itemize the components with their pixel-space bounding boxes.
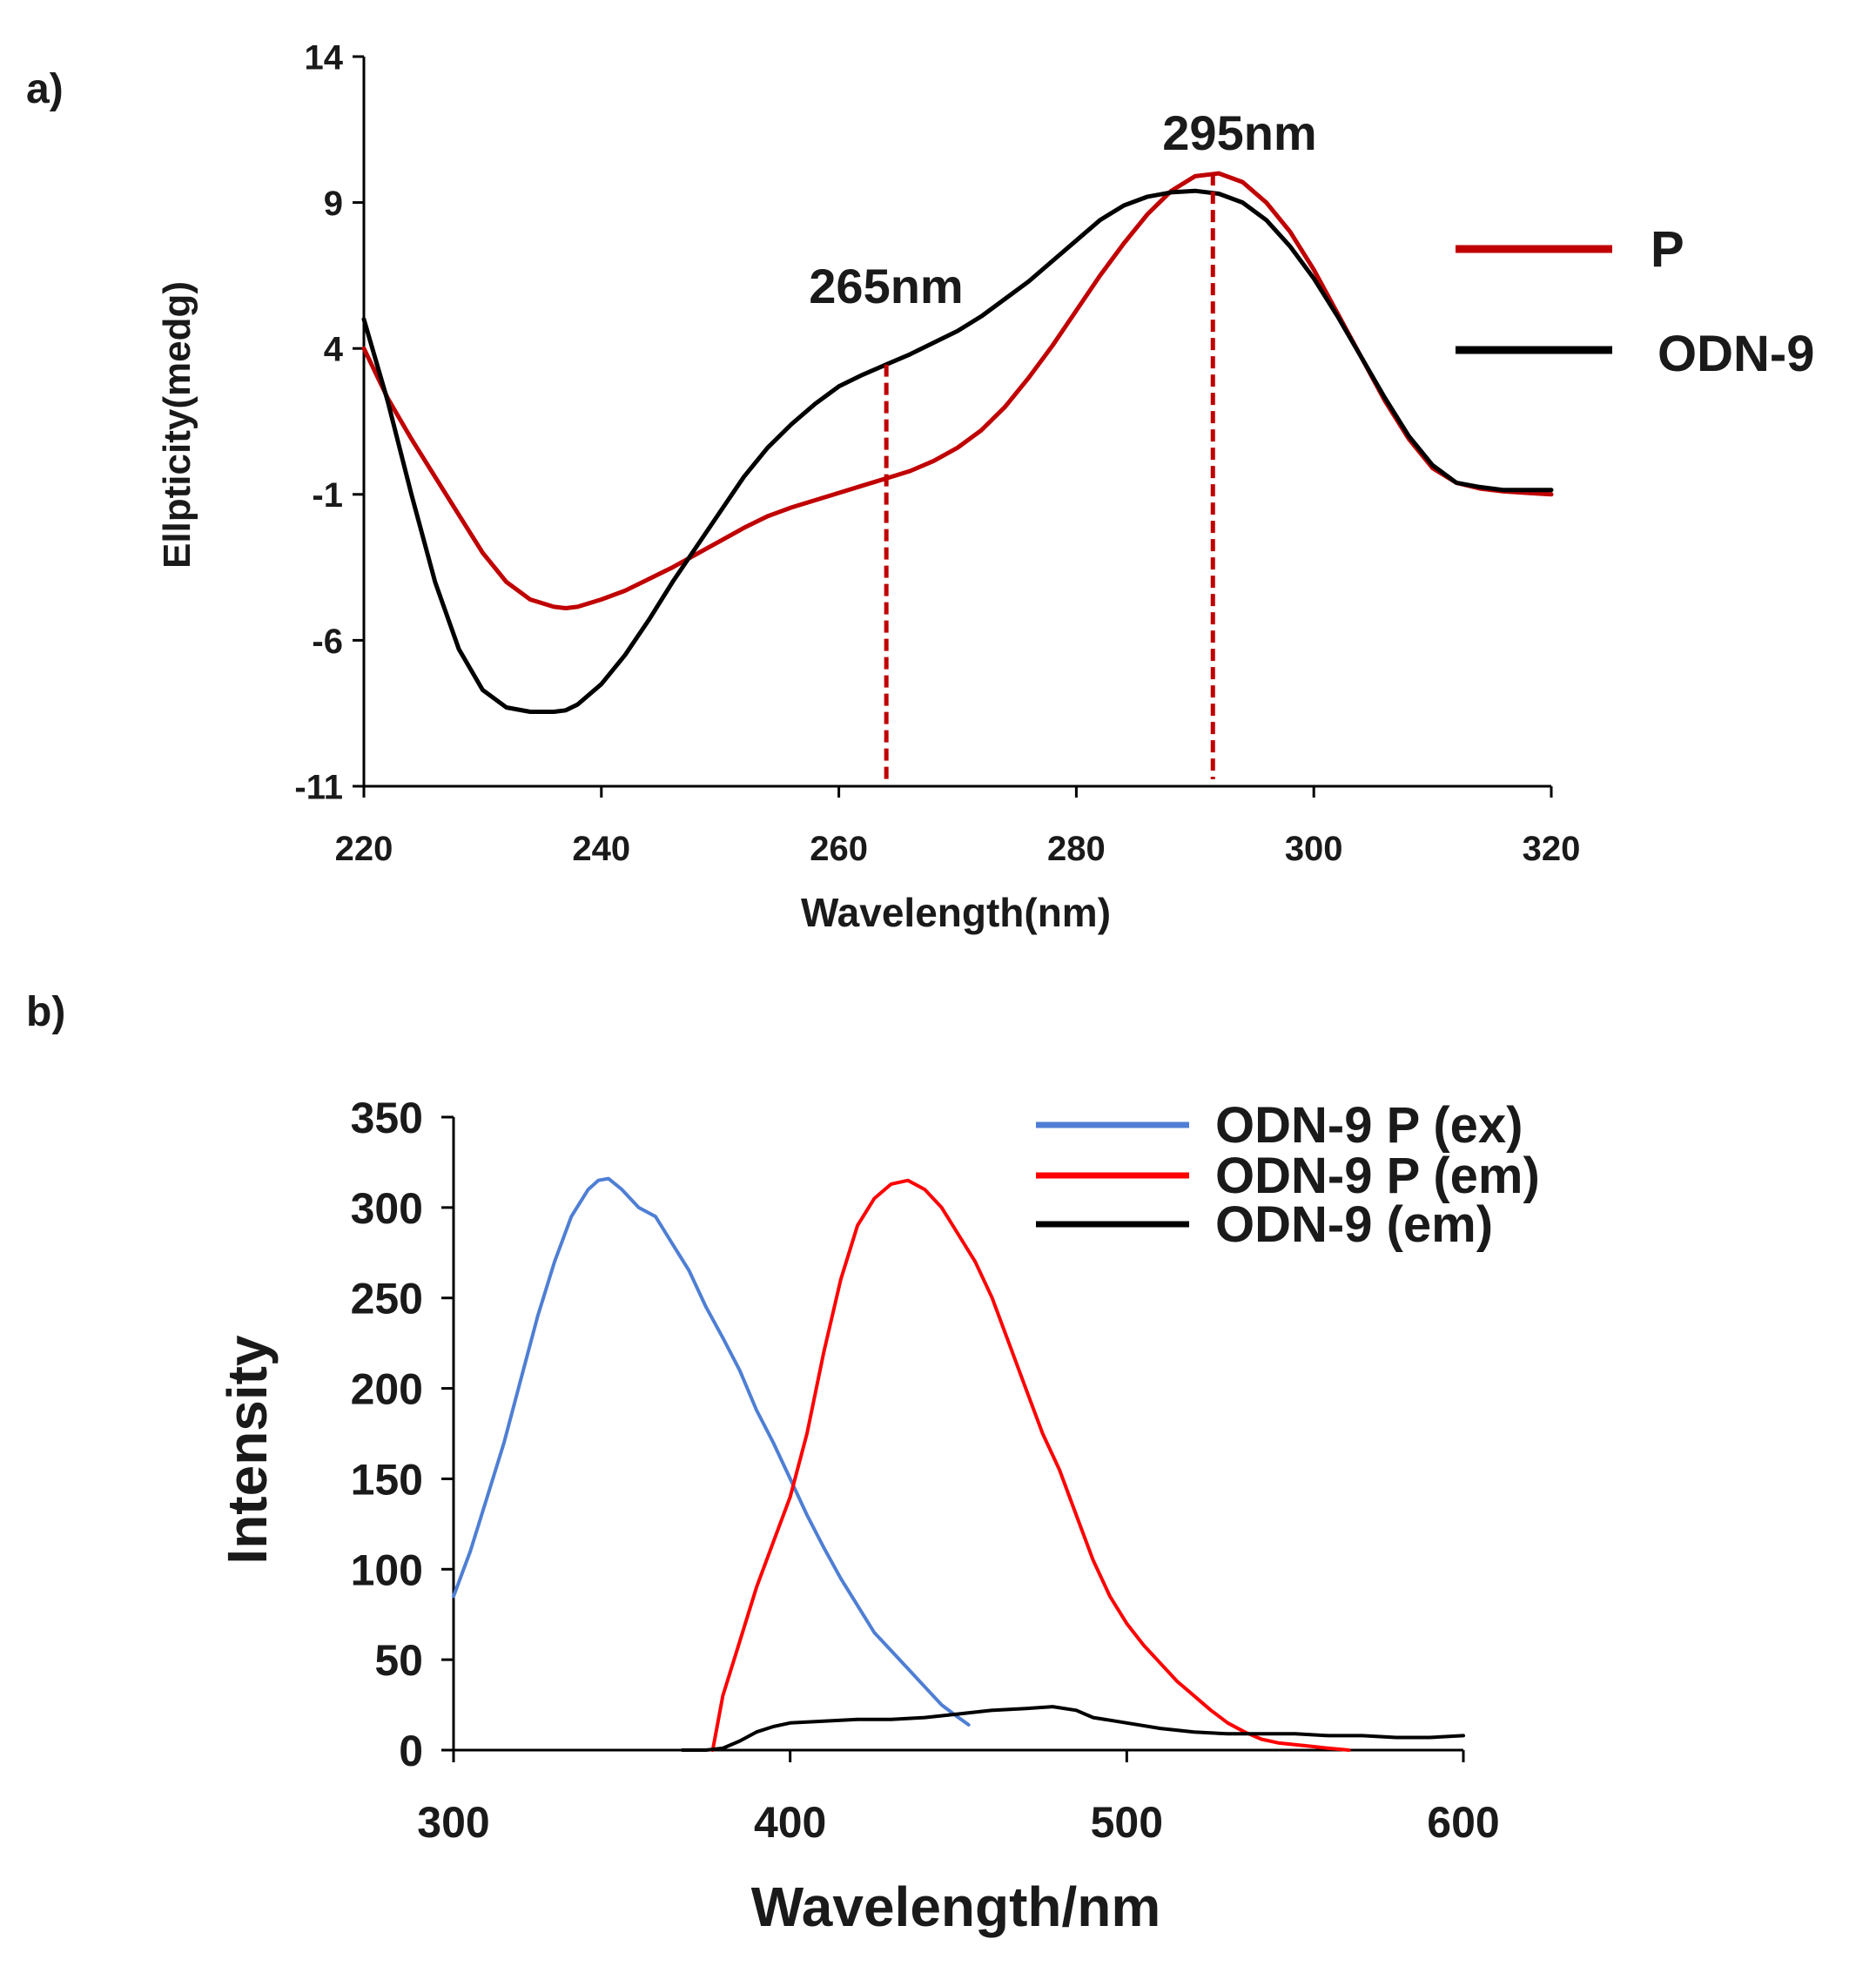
panel-b-y-axis-title: Intensity (216, 1335, 279, 1565)
panel-a-x-tick-label: 280 (1047, 830, 1106, 868)
panel-a-x-tick-label: 220 (335, 830, 393, 868)
panel-b-series (452, 1176, 1465, 1752)
panel-a-annotations: 265nm 295nm (809, 105, 1317, 779)
panel-b-x-axis-title: Wavelength/nm (751, 1875, 1161, 1938)
panel-a-x-tick-label: 260 (810, 830, 868, 868)
panel-a-y-tick-label: 9 (324, 185, 343, 223)
panel-a-y-tick-label: -6 (312, 623, 343, 661)
panel-b-y-tick-label: 150 (351, 1455, 423, 1504)
panel-b-y-tick-label: 50 (374, 1636, 423, 1685)
panel-b-label: b) (26, 989, 65, 1035)
panel-b-y-tick-label: 250 (351, 1275, 423, 1323)
panel-b-y-tick-label: 0 (399, 1727, 423, 1775)
panel-a-x-axis-title: Wavelength(nm) (801, 890, 1111, 935)
panel-a-y-tick-label: 14 (305, 38, 344, 77)
legend-label-p: P (1651, 221, 1684, 278)
legend-label-odn-9: ODN-9 (1657, 326, 1814, 382)
panel-b-axes: 0 50 100 150 200 250 300 350 300 400 500 600 (351, 1094, 1500, 1847)
series-line-p (361, 171, 1554, 610)
series-line-odn-9-p-em (710, 1178, 1351, 1752)
panel-b: b) 0 50 100 150 200 250 300 350 300 400 500 600 ODN… (26, 989, 1540, 1938)
panel-a-label: a) (26, 66, 64, 112)
panel-a-x-tick-label: 240 (572, 830, 630, 868)
legend-label-odn-9-p-ex: ODN-9 P (ex) (1215, 1097, 1523, 1154)
panel-a-x-tick-label: 300 (1285, 830, 1343, 868)
panel-b-x-tick-label: 300 (417, 1798, 489, 1847)
panel-a-axes: -11 -6 -1 4 9 14 220 240 260 280 300 320 (294, 38, 1580, 868)
legend-label-odn-9-p-em: ODN-9 P (em) (1215, 1148, 1540, 1204)
panel-b-x-tick-label: 600 (1427, 1798, 1499, 1847)
panel-a-y-tick-label: -11 (294, 768, 343, 806)
panel-b-y-tick-label: 200 (351, 1365, 423, 1414)
panel-a-series (361, 171, 1554, 714)
annotation-label-295nm: 295nm (1162, 105, 1316, 160)
series-line-odn-9-em (680, 1705, 1465, 1752)
panel-a-x-tick-label: 320 (1523, 830, 1581, 868)
panel-b-y-tick-label: 300 (351, 1184, 423, 1233)
legend-label-odn-9-em: ODN-9 (em) (1215, 1196, 1493, 1253)
series-line-odn-9-p-ex (452, 1176, 971, 1727)
series-line-odn-9 (361, 188, 1554, 714)
panel-a: a) -11 -6 -1 4 9 14 220 240 260 280 300 320 265nm 2… (26, 38, 1814, 935)
panel-a-legend: P ODN-9 (1456, 221, 1814, 382)
panel-b-x-tick-label: 400 (754, 1798, 826, 1847)
panel-b-y-tick-label: 350 (351, 1094, 423, 1142)
panel-a-y-tick-label: 4 (324, 331, 344, 369)
panel-b-legend: ODN-9 P (ex) ODN-9 P (em) ODN-9 (em) (1036, 1097, 1540, 1253)
panel-b-y-tick-label: 100 (351, 1545, 423, 1594)
annotation-label-265nm: 265nm (809, 259, 963, 313)
panel-b-x-tick-label: 500 (1091, 1798, 1163, 1847)
panel-a-y-axis-title: Ellpticity(medg) (156, 281, 198, 569)
panel-a-y-tick-label: -1 (312, 476, 343, 515)
